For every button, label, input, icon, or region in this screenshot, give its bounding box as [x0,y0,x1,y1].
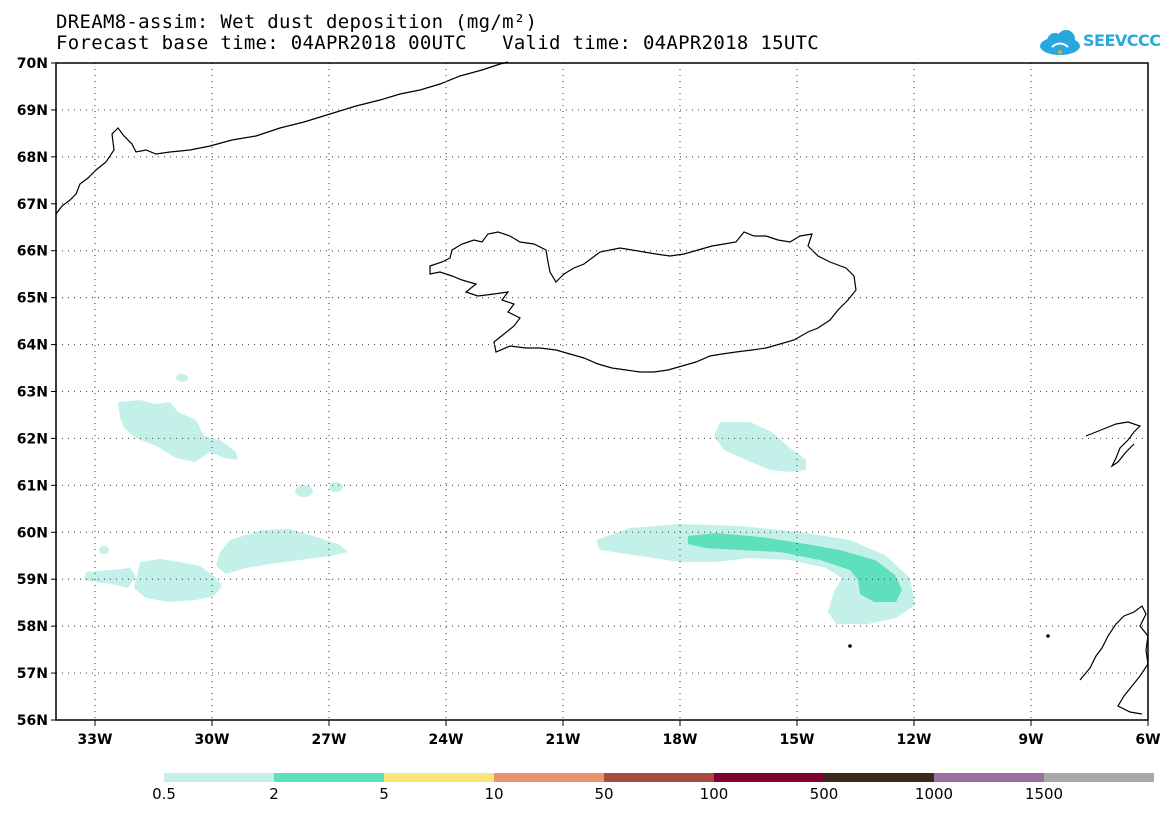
legend-label: 1500 [1024,785,1064,803]
deposition-area [176,374,188,382]
legend-swatch [164,773,274,782]
legend-label: 0.5 [152,785,176,803]
deposition-area [596,524,915,624]
map-title: DREAM8-assim: Wet dust deposition (mg/m²… [56,11,538,33]
lat-label: 61N [17,478,48,494]
logo-text: SEEVCCC [1083,31,1161,50]
lon-label: 15W [780,732,815,748]
lat-label: 68N [17,150,48,166]
legend-label: 50 [594,785,614,803]
deposition-area [84,568,136,588]
legend-swatch [934,773,1044,782]
lat-label: 69N [17,103,48,119]
legend-swatch [1044,773,1154,782]
lon-label: 30W [195,732,230,748]
island [1046,634,1050,638]
lon-label: 18W [663,732,698,748]
color-legend [164,773,1154,782]
lon-label: 33W [78,732,113,748]
legend-label: 10 [484,785,504,803]
deposition-area [329,482,343,492]
lat-label: 58N [17,619,48,635]
legend-swatch [824,773,934,782]
lon-label: 6W [1135,732,1160,748]
lon-label: 24W [429,732,464,748]
lon-label: 12W [897,732,932,748]
longitude-labels: 33W 30W 27W 24W 21W 18W 15W 12W 9W 6W [78,720,1161,748]
deposition-area [118,400,238,462]
lat-label: 70N [17,56,48,72]
graticule [56,63,1148,720]
deposition-area [134,559,222,602]
legend-swatch [384,773,494,782]
faroe-coast [1085,421,1142,468]
scotland-coast [1079,605,1149,715]
iceland-coast [429,231,857,373]
legend-swatch [604,773,714,782]
latitude-labels: 70N 69N 68N 67N 66N 65N 64N 63N 62N 61N 60N 59N 58N 5… [17,56,56,729]
deposition-area [216,529,348,574]
legend-swatch [494,773,604,782]
lat-label: 66N [17,244,48,260]
island [848,644,852,648]
legend-swatch [274,773,384,782]
lat-label: 59N [17,572,48,588]
lat-label: 65N [17,291,48,307]
deposition-area [99,546,109,554]
legend-swatch [714,773,824,782]
lat-label: 64N [17,338,48,354]
lat-label: 62N [17,431,48,447]
lat-label: 63N [17,385,48,401]
lon-label: 21W [546,732,581,748]
greenland-coast [55,61,509,215]
legend-label: 1000 [914,785,954,803]
deposition-area [714,422,806,472]
deposition-area [688,533,902,602]
lat-label: 60N [17,525,48,541]
cloud-icon [1040,30,1080,55]
legend-label: 2 [269,785,279,803]
deposition-area [295,485,313,497]
lat-label: 57N [17,666,48,682]
coastline [55,61,1149,715]
deposition-field [84,374,915,624]
legend-label: 100 [699,785,729,803]
lat-label: 67N [17,197,48,213]
map-subtitle: Forecast base time: 04APR2018 00UTC Vali… [56,32,820,54]
lat-label: 56N [17,713,48,729]
lon-label: 9W [1018,732,1043,748]
lon-label: 27W [312,732,347,748]
legend-label: 500 [809,785,839,803]
legend-label: 5 [379,785,389,803]
